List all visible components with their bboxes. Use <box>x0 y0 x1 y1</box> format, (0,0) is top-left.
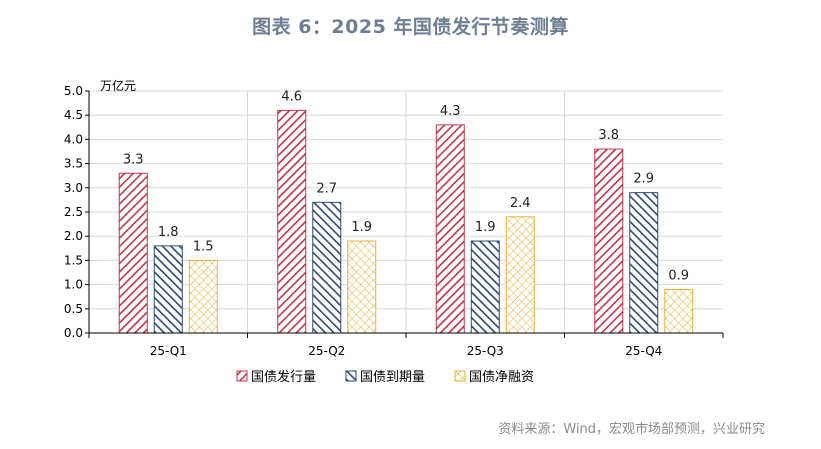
y-tick-label: 1.5 <box>64 253 83 267</box>
x-tick-label: 25-Q3 <box>467 344 504 358</box>
data-label: 2.7 <box>316 181 337 196</box>
bar-diag-left <box>153 245 183 334</box>
data-label: 2.9 <box>633 172 654 187</box>
legend-label: 国债净融资 <box>469 370 534 385</box>
x-tick-label: 25-Q4 <box>625 344 662 358</box>
x-tick-label: 25-Q1 <box>150 344 187 358</box>
bar-cross <box>347 240 377 334</box>
source-note: 资料来源：Wind，宏观市场部预测，兴业研究 <box>498 422 765 437</box>
bar-diag-right <box>118 172 148 334</box>
bar-diag-left <box>629 192 659 334</box>
y-tick-label: 2.0 <box>64 229 83 243</box>
y-tick-label: 0.0 <box>64 326 83 340</box>
data-label: 3.8 <box>598 128 619 143</box>
chart-title: 图表 6：2025 年国债发行节奏测算 <box>252 16 569 38</box>
data-label: 2.4 <box>510 196 531 211</box>
data-label: 1.9 <box>475 220 496 235</box>
bar-diag-right <box>435 124 465 334</box>
legend-swatch <box>236 370 248 382</box>
data-label: 1.5 <box>193 239 214 254</box>
y-tick-label: 3.5 <box>64 157 83 171</box>
legend-label: 国债发行量 <box>251 369 316 385</box>
x-tick-label: 25-Q2 <box>308 344 345 358</box>
bar-cross <box>188 259 218 334</box>
bar-diag-left <box>470 240 500 334</box>
bar-cross <box>664 288 694 334</box>
y-tick-label: 4.5 <box>64 108 83 122</box>
data-label: 4.3 <box>440 104 461 119</box>
bar-cross <box>505 216 535 334</box>
data-label: 1.9 <box>351 220 372 235</box>
bar-diag-right <box>594 148 624 334</box>
y-tick-label: 1.0 <box>64 278 83 292</box>
legend-swatch <box>454 370 466 382</box>
y-tick-label: 5.0 <box>64 84 83 98</box>
data-label: 3.3 <box>123 152 144 167</box>
y-tick-label: 2.5 <box>64 205 83 219</box>
y-axis-unit: 万亿元 <box>100 78 136 93</box>
y-tick-label: 4.0 <box>64 132 83 146</box>
bar-diag-left <box>312 201 342 334</box>
data-label: 4.6 <box>281 89 302 104</box>
data-label: 0.9 <box>668 268 689 283</box>
y-tick-label: 3.0 <box>64 181 83 195</box>
bar-diag-right <box>277 109 307 334</box>
legend-label: 国债到期量 <box>360 370 425 385</box>
legend-swatch <box>345 370 357 382</box>
data-label: 1.8 <box>158 225 179 240</box>
y-tick-label: 0.5 <box>64 302 83 316</box>
